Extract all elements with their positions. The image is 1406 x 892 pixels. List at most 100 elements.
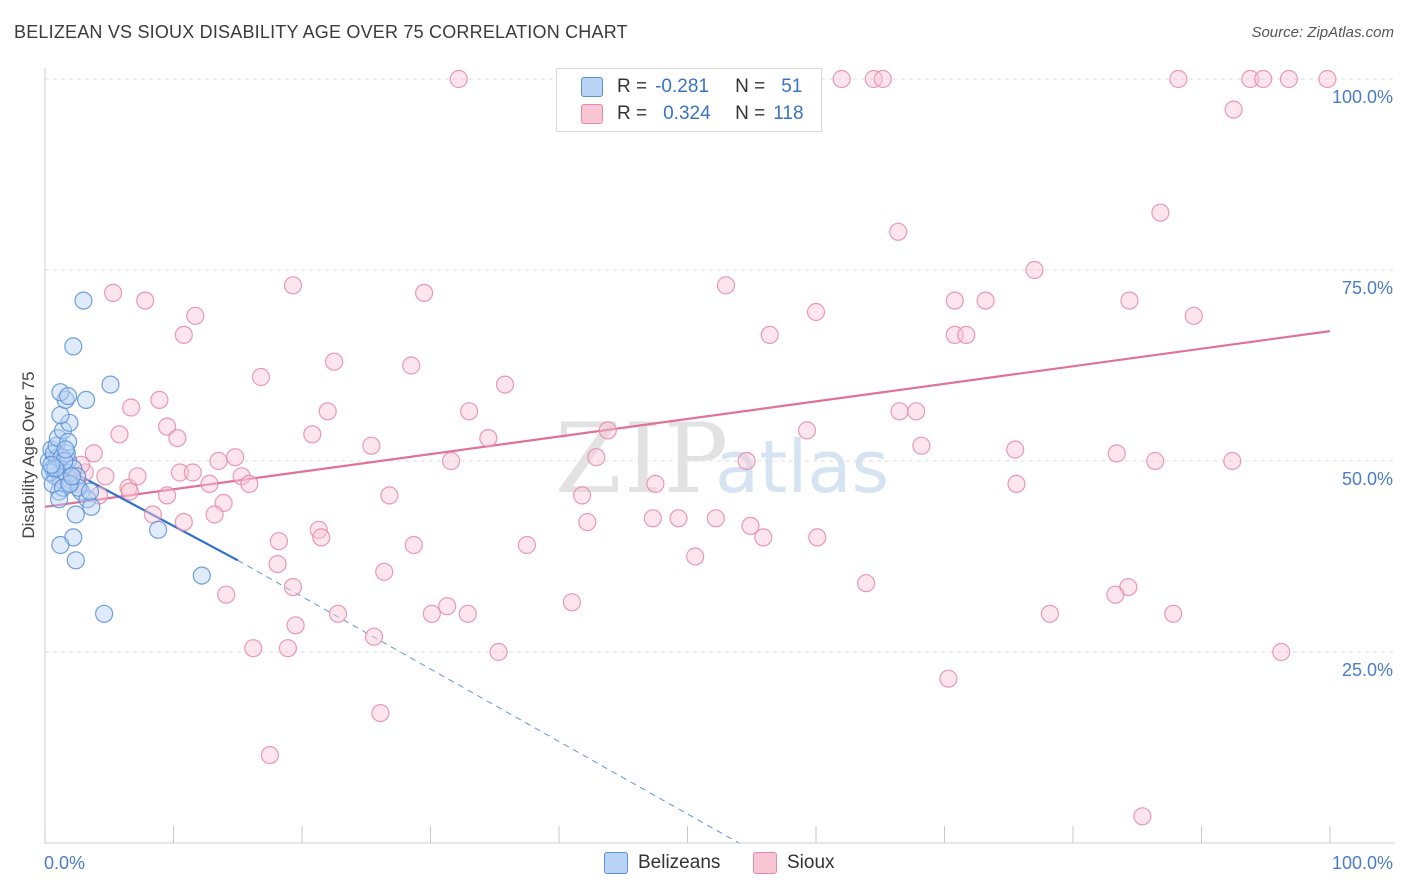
sioux-point — [808, 528, 827, 547]
belizean-trend-extension — [237, 559, 740, 844]
sioux-point — [364, 627, 384, 646]
belizean-point — [74, 291, 93, 310]
belizean-point — [64, 337, 83, 356]
sioux-point — [251, 367, 270, 387]
chart-title: BELIZEAN VS SIOUX DISABILITY AGE OVER 75… — [14, 22, 628, 42]
sioux-point — [371, 703, 390, 723]
sioux-point — [1279, 69, 1299, 89]
belizean-point — [192, 566, 211, 585]
sioux-point — [312, 528, 331, 547]
belizeans-swatch — [604, 852, 628, 874]
sioux-point — [939, 669, 958, 688]
sioux-point — [244, 639, 263, 658]
sioux-point — [1146, 451, 1165, 471]
sioux-point — [1241, 69, 1260, 89]
y-tick-label: 75.0% — [1342, 278, 1393, 298]
sioux-point — [375, 562, 394, 581]
sioux-point — [286, 616, 305, 635]
sioux-swatch — [581, 104, 603, 124]
sioux-point — [1120, 291, 1139, 310]
sioux-point — [873, 69, 892, 89]
sioux-point — [1040, 604, 1060, 623]
source-label: Source: ZipAtlas.com — [1251, 24, 1394, 41]
sioux-point — [200, 474, 219, 493]
belizean-trend-line — [44, 456, 239, 562]
sioux-point — [907, 402, 926, 421]
sioux-point — [1151, 203, 1170, 222]
belizean-point — [80, 482, 100, 501]
y-axis-label: Disability Age Over 75 — [19, 371, 38, 538]
sioux-point — [945, 291, 964, 310]
sioux-n-value: 118 — [773, 103, 804, 124]
sioux-point — [495, 375, 515, 394]
sioux-point — [646, 474, 665, 493]
belizean-point — [53, 421, 73, 440]
sioux-point — [1025, 260, 1044, 280]
sioux-point — [489, 642, 508, 662]
sioux-point — [122, 398, 141, 417]
belizean-point — [58, 387, 78, 406]
sioux-swatch — [753, 852, 777, 874]
sioux-point — [422, 604, 441, 623]
sioux-point — [889, 222, 908, 241]
sioux-point — [1224, 100, 1243, 119]
tick-labels: 25.0% 50.0% 75.0% 100.0% 0.0% 100.0% — [44, 87, 1393, 873]
svg-text:atlas: atlas — [715, 425, 889, 509]
sioux-point — [912, 436, 931, 455]
sioux-point — [150, 390, 169, 409]
belizean-point — [101, 375, 120, 394]
sioux-point — [110, 425, 129, 444]
belizeans-swatch — [581, 77, 603, 97]
sioux-point — [209, 451, 228, 471]
sioux-point — [136, 291, 155, 310]
sioux-point — [318, 402, 337, 421]
sioux-point — [578, 512, 597, 532]
belizeans-n-value: 51 — [781, 76, 803, 97]
sioux-point — [1133, 807, 1152, 826]
sioux-point — [686, 547, 705, 566]
sioux-point — [1184, 306, 1203, 325]
sioux-point — [572, 486, 592, 505]
sioux-point — [1007, 474, 1026, 493]
sioux-point — [643, 509, 662, 528]
sioux-point — [226, 448, 245, 467]
belizean-point — [62, 467, 82, 486]
y-tick-label: 50.0% — [1342, 469, 1393, 489]
legend-row-sioux: R = 0.324 N = 118 — [581, 102, 804, 126]
sioux-point — [890, 402, 909, 421]
sioux-point — [1223, 451, 1242, 471]
legend-item-belizeans[interactable]: Belizeans — [604, 852, 720, 874]
sioux-point — [404, 535, 423, 555]
correlation-legend: R = -0.281 N = 51 R = 0.324 N = 118 — [556, 68, 822, 132]
sioux-point — [103, 283, 123, 302]
y-tick-label: 25.0% — [1342, 660, 1393, 680]
sioux-point — [1318, 69, 1337, 89]
watermark: ZIP atlas — [555, 403, 889, 515]
belizean-point — [149, 520, 168, 539]
sioux-point — [183, 463, 202, 482]
sioux-point — [957, 325, 976, 344]
legend-item-sioux[interactable]: Sioux — [753, 852, 835, 874]
belizean-point — [76, 390, 96, 409]
sioux-points — [52, 69, 1337, 826]
belizean-point — [69, 478, 88, 497]
sioux-point — [598, 421, 617, 440]
belizean-point — [56, 440, 75, 459]
sioux-point — [1107, 444, 1126, 463]
sioux-point — [449, 69, 468, 89]
sioux-point — [1164, 604, 1183, 623]
sioux-point — [120, 482, 139, 501]
legend-row-belizeans: R = -0.281 N = 51 — [581, 75, 802, 99]
sioux-point — [362, 436, 381, 455]
belizean-point — [51, 406, 70, 425]
sioux-point — [1106, 585, 1125, 604]
sioux-point — [760, 325, 779, 344]
svg-text:ZIP: ZIP — [555, 403, 730, 515]
sioux-point — [479, 429, 498, 448]
r-label: R = — [617, 103, 648, 124]
n-label: N = — [735, 76, 766, 97]
sioux-point — [442, 451, 461, 471]
belizean-point — [82, 497, 101, 516]
sioux-point — [168, 429, 187, 448]
sioux-point — [268, 554, 287, 574]
